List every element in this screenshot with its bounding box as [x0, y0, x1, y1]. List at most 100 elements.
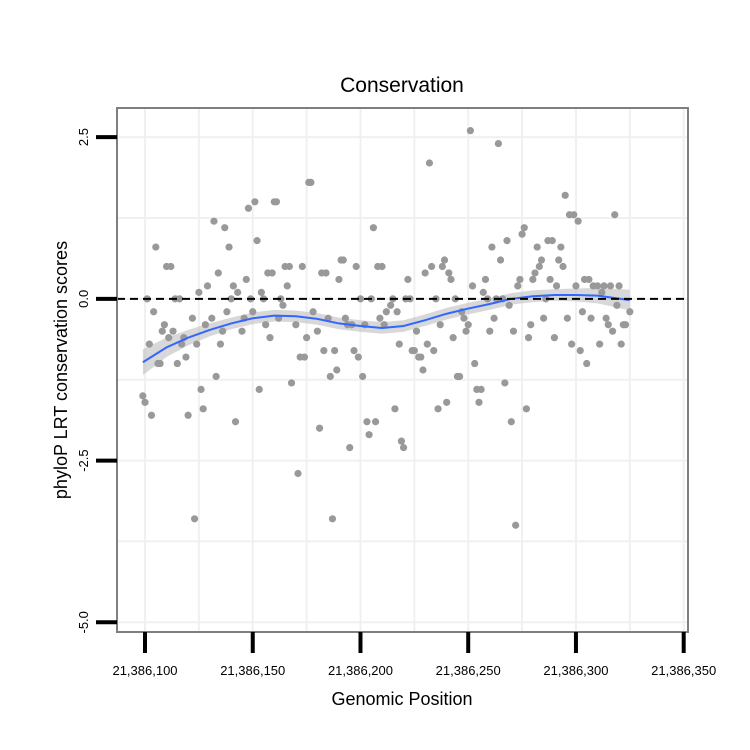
data-point [410, 346, 418, 355]
confidence-ribbon-layer [142, 287, 630, 376]
data-point [471, 359, 479, 368]
data-point [494, 139, 502, 148]
x-tick-label: 21,386,150 [220, 663, 285, 678]
data-point [298, 262, 306, 271]
confidence-ribbon [142, 287, 630, 376]
data-point [522, 405, 530, 413]
data-point [531, 269, 539, 277]
data-point [552, 282, 561, 290]
data-point [167, 262, 175, 271]
data-point [438, 262, 446, 271]
data-point [287, 379, 296, 387]
data-point [201, 321, 209, 329]
data-point [160, 321, 169, 329]
data-point [613, 301, 621, 309]
data-point [199, 405, 207, 413]
data-point [341, 314, 349, 322]
data-point [285, 262, 293, 271]
data-point [583, 359, 591, 368]
smooth-line [142, 293, 630, 364]
data-point [141, 398, 149, 406]
data-point [335, 275, 343, 284]
data-point [496, 256, 505, 264]
data-point [505, 301, 513, 309]
panel-border [116, 107, 689, 633]
data-point [369, 224, 378, 232]
x-tick-label: 21,386,350 [651, 663, 716, 678]
data-point [234, 288, 242, 296]
data-point [399, 444, 408, 452]
data-point [184, 411, 192, 419]
data-point [440, 256, 449, 264]
data-point [421, 269, 429, 277]
data-point [501, 379, 509, 387]
data-point [503, 237, 511, 245]
data-point [555, 256, 563, 264]
data-point [608, 327, 617, 335]
data-point [292, 321, 300, 329]
data-point [419, 366, 427, 374]
x-tick-label: 21,386,100 [112, 663, 177, 678]
data-point [447, 275, 455, 284]
data-point [568, 340, 576, 348]
data-point [158, 327, 166, 335]
data-point [380, 321, 388, 329]
data-point [449, 334, 457, 342]
data-point [238, 327, 246, 335]
data-point [481, 275, 490, 284]
data-point [147, 411, 156, 419]
data-point [218, 327, 227, 335]
data-point [443, 398, 451, 406]
data-point [430, 346, 438, 355]
data-point [617, 340, 625, 348]
data-point [529, 275, 537, 284]
data-point [585, 275, 593, 284]
data-point [190, 515, 199, 523]
data-point [456, 372, 464, 381]
data-point [231, 418, 240, 426]
data-point [197, 385, 205, 394]
data-point [423, 340, 431, 348]
data-point [477, 385, 485, 394]
data-point [427, 262, 436, 271]
data-point [262, 321, 270, 329]
data-point [563, 314, 571, 322]
data-point [225, 243, 233, 251]
data-point [475, 398, 483, 406]
data-point [326, 372, 334, 381]
data-point [518, 230, 526, 238]
data-point [615, 282, 623, 290]
data-point [173, 359, 181, 368]
data-point [208, 314, 216, 322]
data-point [214, 269, 222, 277]
data-point [606, 282, 615, 290]
data-point [516, 275, 524, 284]
data-point [387, 301, 395, 309]
data-point [315, 424, 324, 432]
data-point [307, 178, 315, 186]
data-point [533, 243, 541, 251]
data-point [195, 288, 203, 296]
data-point [279, 301, 287, 309]
data-point [621, 321, 630, 329]
data-point [165, 334, 173, 342]
data-point [468, 282, 477, 290]
data-point [507, 418, 515, 426]
data-point [460, 314, 468, 322]
data-point [244, 204, 253, 212]
data-point [412, 327, 421, 335]
data-point [145, 340, 153, 348]
data-point [397, 437, 406, 445]
data-point [546, 275, 554, 284]
data-point [346, 444, 354, 452]
chart-title: Conservation [340, 74, 464, 97]
data-point [350, 346, 358, 355]
data-point [425, 159, 434, 167]
data-point [203, 282, 212, 290]
data-point [548, 237, 556, 245]
data-point [598, 288, 606, 296]
data-point [333, 366, 341, 374]
data-point [436, 321, 444, 329]
data-point [139, 392, 147, 400]
